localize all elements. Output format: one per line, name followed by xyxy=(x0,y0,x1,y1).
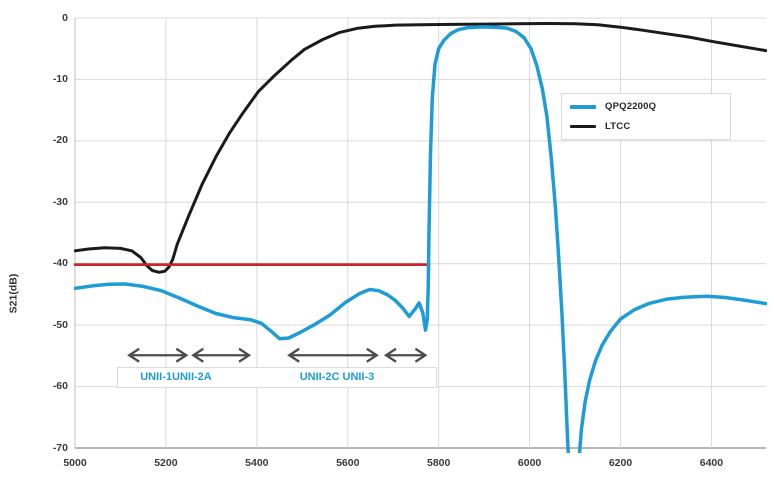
legend-item-qpq2200q: QPQ2200Q xyxy=(570,101,730,112)
band-arrow-unii-1 xyxy=(127,347,189,363)
legend-label-ltcc: LTCC xyxy=(605,120,631,132)
x-tick-label-5400: 5400 xyxy=(245,457,269,469)
y-axis-title: S21(dB) xyxy=(7,273,20,314)
series-group xyxy=(74,22,767,453)
unii-band-label-box: UNII-1UNII-2A UNII-2C UNII-3 xyxy=(117,367,437,388)
x-tick-label-5600: 5600 xyxy=(336,457,360,469)
band-arrows xyxy=(127,347,428,363)
legend: QPQ2200Q LTCC xyxy=(561,93,731,140)
x-tick-label-5000: 5000 xyxy=(63,457,87,469)
x-tick-label-6000: 6000 xyxy=(517,457,542,469)
y-tick-label--30: -30 xyxy=(52,195,68,208)
x-tick-label-6200: 6200 xyxy=(608,457,633,469)
y-tick-label--40: -40 xyxy=(52,257,68,270)
band-arrow-unii-2c xyxy=(287,347,379,363)
legend-line-sample-ltcc xyxy=(570,124,596,128)
band-label-unii-2c-unii-3: UNII-2C UNII-3 xyxy=(299,371,375,383)
x-tick-label-5200: 5200 xyxy=(154,457,178,469)
y-tick-label--60: -60 xyxy=(52,380,68,393)
y-tick-label--50: -50 xyxy=(52,318,68,331)
band-arrow-unii-3 xyxy=(383,347,428,363)
y-tick-label--70: -70 xyxy=(52,441,68,454)
band-arrow-unii-2a xyxy=(191,347,252,363)
band-label-unii-1-unii-2a: UNII-1UNII-2A xyxy=(140,371,212,383)
series-ltcc xyxy=(74,22,767,274)
legend-line-sample-qpq2200q xyxy=(570,105,596,109)
x-tick-label-6400: 6400 xyxy=(699,457,724,469)
y-tick-label--20: -20 xyxy=(52,134,68,147)
legend-item-ltcc: LTCC xyxy=(570,121,730,132)
series-qpq2200q xyxy=(74,25,767,453)
legend-label-qpq2200q: QPQ2200Q xyxy=(605,101,657,113)
y-tick-label--10: -10 xyxy=(52,72,68,85)
y-tick-label-0: 0 xyxy=(62,11,68,24)
x-tick-label-5800: 5800 xyxy=(426,457,451,469)
